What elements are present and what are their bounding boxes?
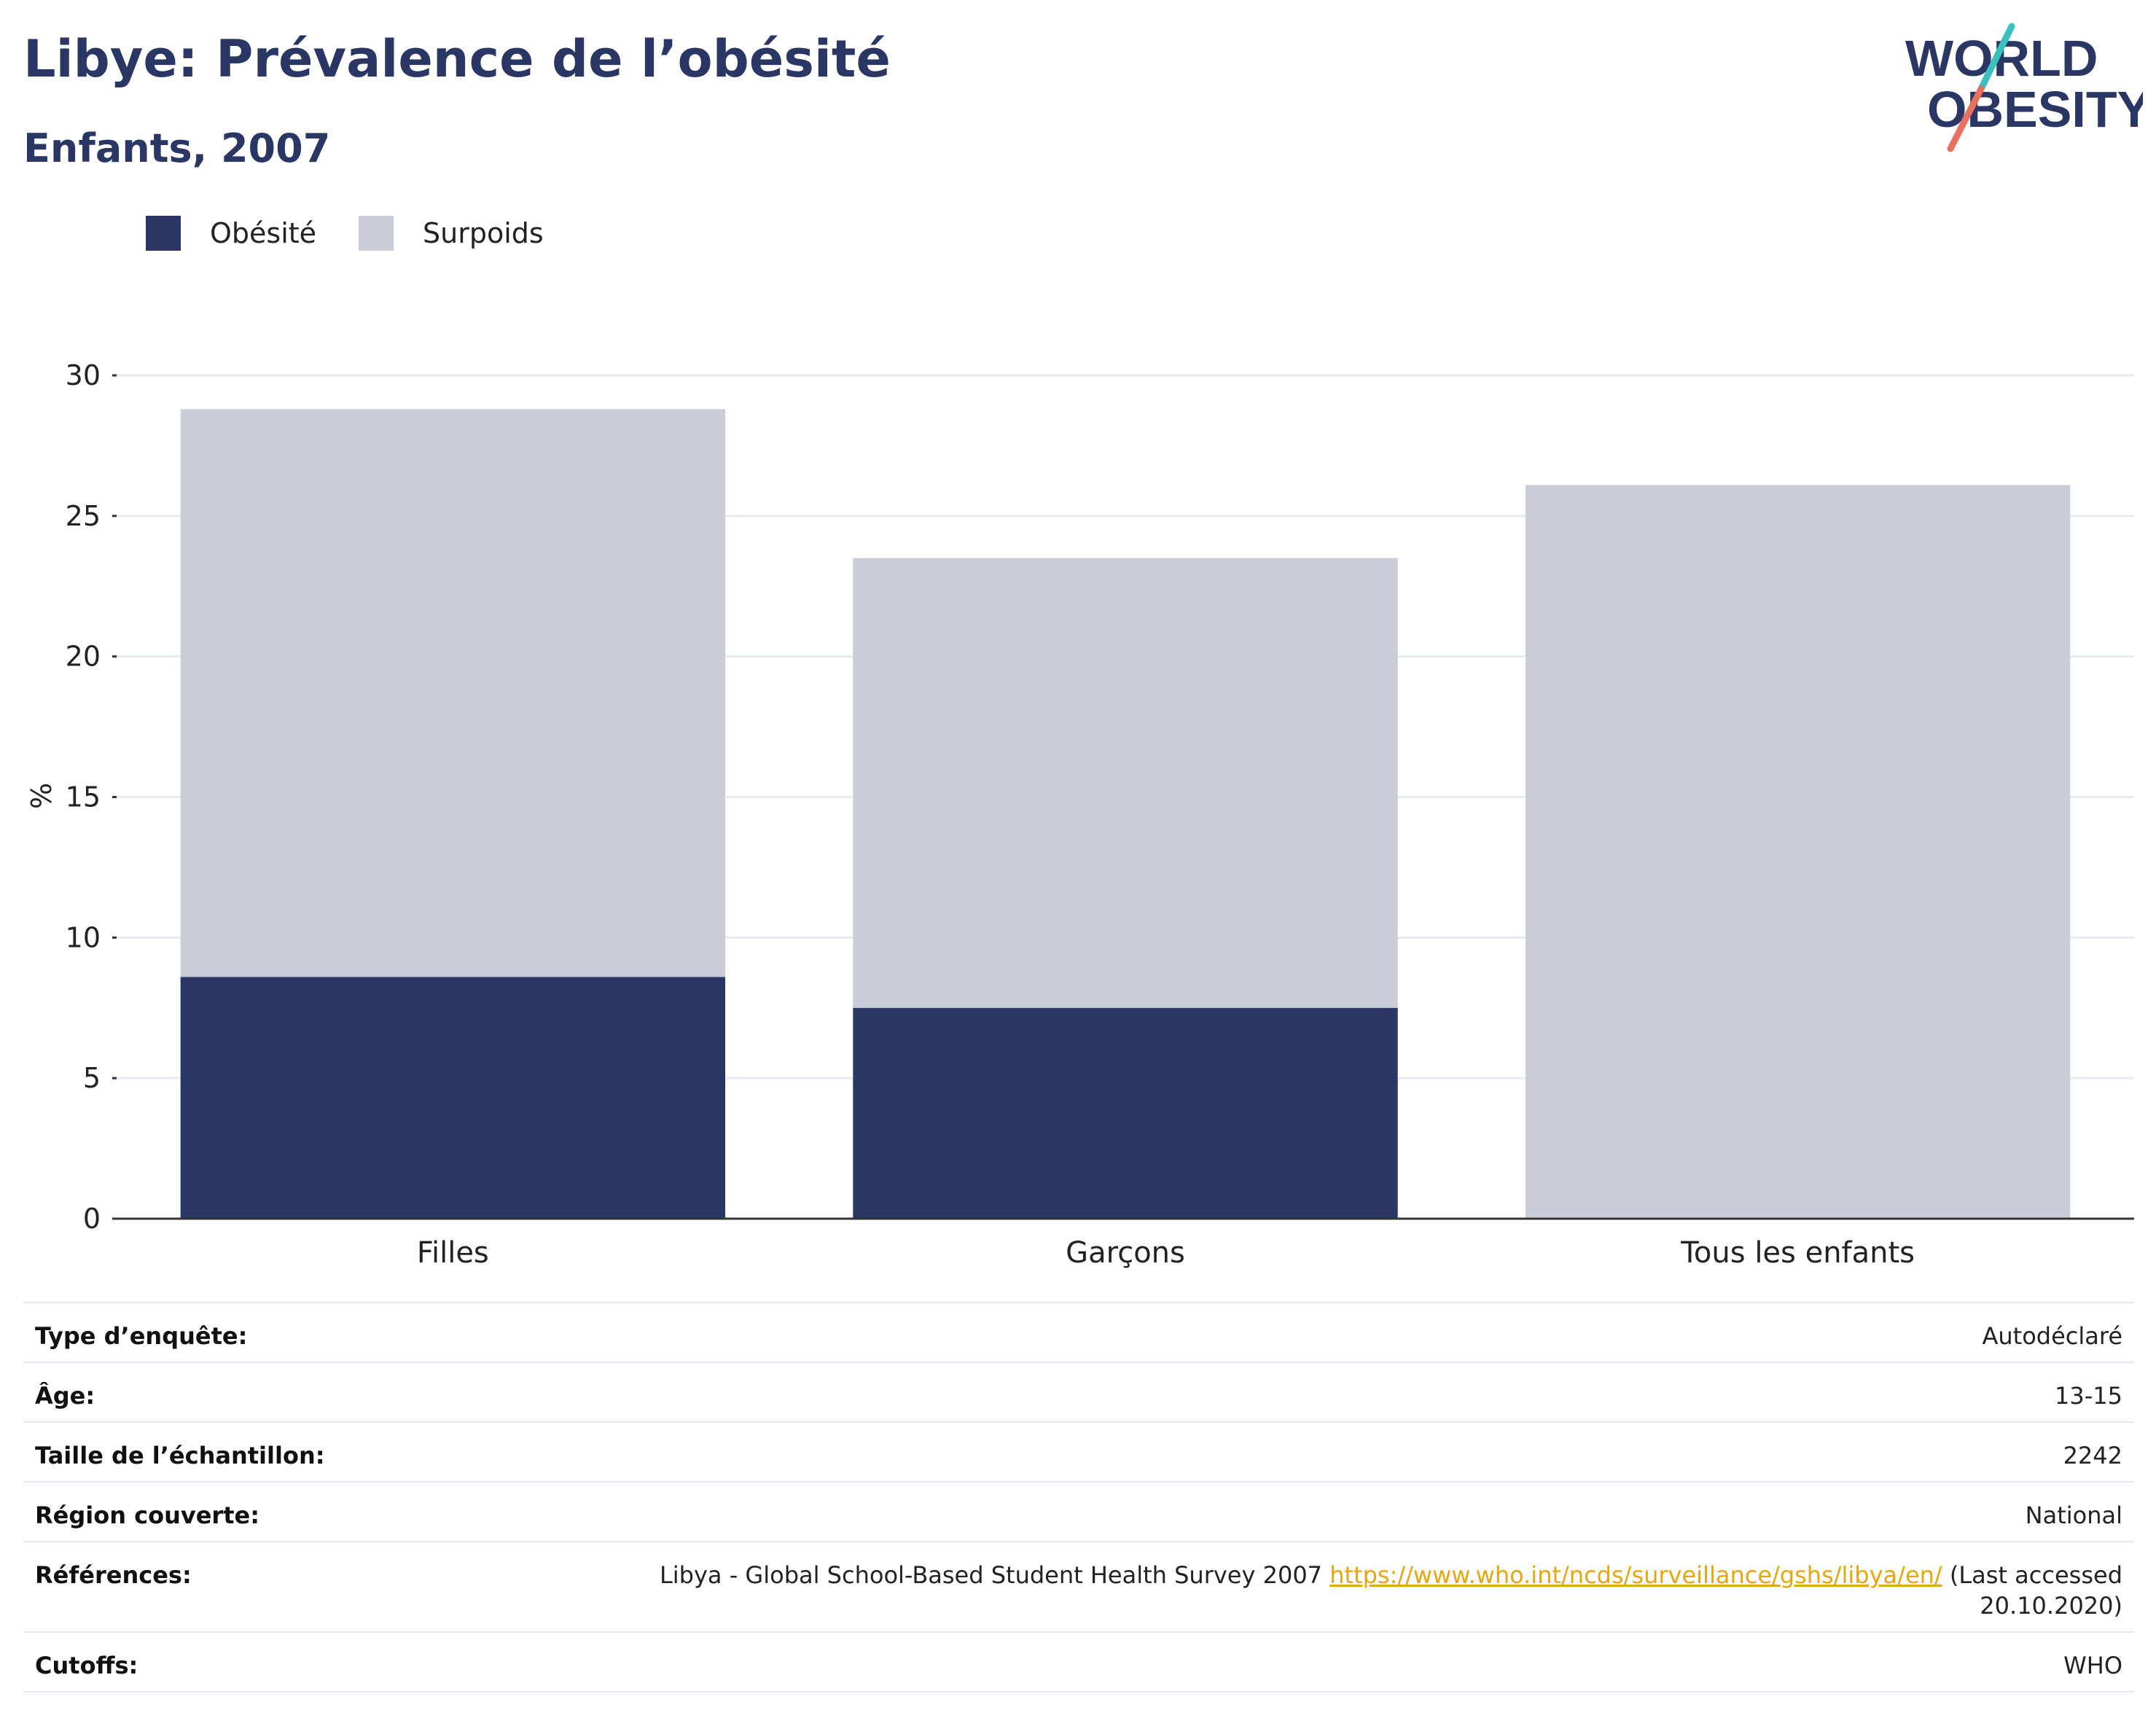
y-axis-label: % <box>26 783 58 809</box>
info-label-age: Âge: <box>23 1362 484 1423</box>
legend-item-surpoids: Surpoids <box>359 216 544 251</box>
reference-date: 20.10.2020) <box>1980 1592 2122 1620</box>
reference-text: Libya - Global School-Based Student Heal… <box>659 1561 1323 1589</box>
info-row-age: Âge: 13-15 <box>23 1362 2134 1423</box>
bar-surpoids-0 <box>180 409 726 977</box>
info-label-sample-size: Taille de l’échantillon: <box>23 1421 484 1483</box>
bar-obesite-0 <box>180 977 726 1219</box>
reference-link[interactable]: https://www.who.int/ncds/surveillance/gs… <box>1329 1561 1942 1589</box>
info-label-region: Région couverte: <box>23 1481 484 1542</box>
info-row-sample-size: Taille de l’échantillon: 2242 <box>23 1421 2134 1483</box>
info-value-cutoffs: WHO <box>484 1631 2134 1692</box>
info-value-age: 13-15 <box>484 1362 2134 1423</box>
chart-legend: Obésité Surpoids <box>146 216 586 251</box>
legend-swatch-surpoids <box>359 216 394 251</box>
legend-label-obesite: Obésité <box>210 217 317 249</box>
info-label-survey-type: Type d’enquête: <box>23 1302 484 1363</box>
info-value-references: Libya - Global School-Based Student Heal… <box>484 1541 2134 1633</box>
x-tick-label: Garçons <box>1066 1236 1185 1270</box>
y-tick-label: 20 <box>66 641 101 673</box>
y-tick-label: 30 <box>66 359 101 391</box>
legend-label-surpoids: Surpoids <box>423 217 544 249</box>
info-value-survey-type: Autodéclaré <box>484 1302 2134 1363</box>
info-label-references: Références: <box>23 1541 484 1633</box>
bar-obesite-1 <box>853 1007 1398 1219</box>
logo-line-1: WORLD <box>1905 30 2098 87</box>
bar-chart: 0 5 10 15 20 25 30 Filles Garçons Tous les enfan… <box>26 359 2134 1270</box>
bar-surpoids-1 <box>853 558 1398 1008</box>
info-value-sample-size: 2242 <box>484 1421 2134 1483</box>
y-tick-label: 10 <box>66 921 101 953</box>
x-axis-ticks: Filles Garçons Tous les enfants <box>417 1236 1915 1270</box>
x-tick-label: Tous les enfants <box>1680 1236 1915 1270</box>
y-tick-label: 5 <box>83 1062 101 1094</box>
y-axis-ticks: 0 5 10 15 20 25 30 <box>66 359 117 1235</box>
legend-item-obesite: Obésité <box>146 216 316 251</box>
reference-note: (Last accessed <box>1949 1561 2122 1589</box>
chart-subtitle: Enfants, 2007 <box>23 125 331 171</box>
x-tick-label: Filles <box>417 1236 489 1270</box>
info-value-region: National <box>484 1481 2134 1542</box>
survey-info-table: Type d’enquête: Autodéclaré Âge: 13-15 T… <box>23 1302 2134 1692</box>
legend-swatch-obesite <box>146 216 181 251</box>
info-row-cutoffs: Cutoffs: WHO <box>23 1631 2134 1692</box>
y-tick-label: 25 <box>66 500 101 532</box>
info-row-survey-type: Type d’enquête: Autodéclaré <box>23 1302 2134 1363</box>
info-row-references: Références: Libya - Global School-Based … <box>23 1541 2134 1633</box>
y-tick-label: 0 <box>83 1203 101 1235</box>
bar-surpoids-2 <box>1525 485 2071 1219</box>
y-tick-label: 15 <box>66 781 101 813</box>
world-obesity-logo: WORLD OBESITY <box>1905 23 2143 152</box>
bars <box>180 409 2071 1219</box>
chart-title: Libye: Prévalence de l’obésité <box>23 29 891 89</box>
info-label-cutoffs: Cutoffs: <box>23 1631 484 1692</box>
info-row-region: Région couverte: National <box>23 1481 2134 1542</box>
